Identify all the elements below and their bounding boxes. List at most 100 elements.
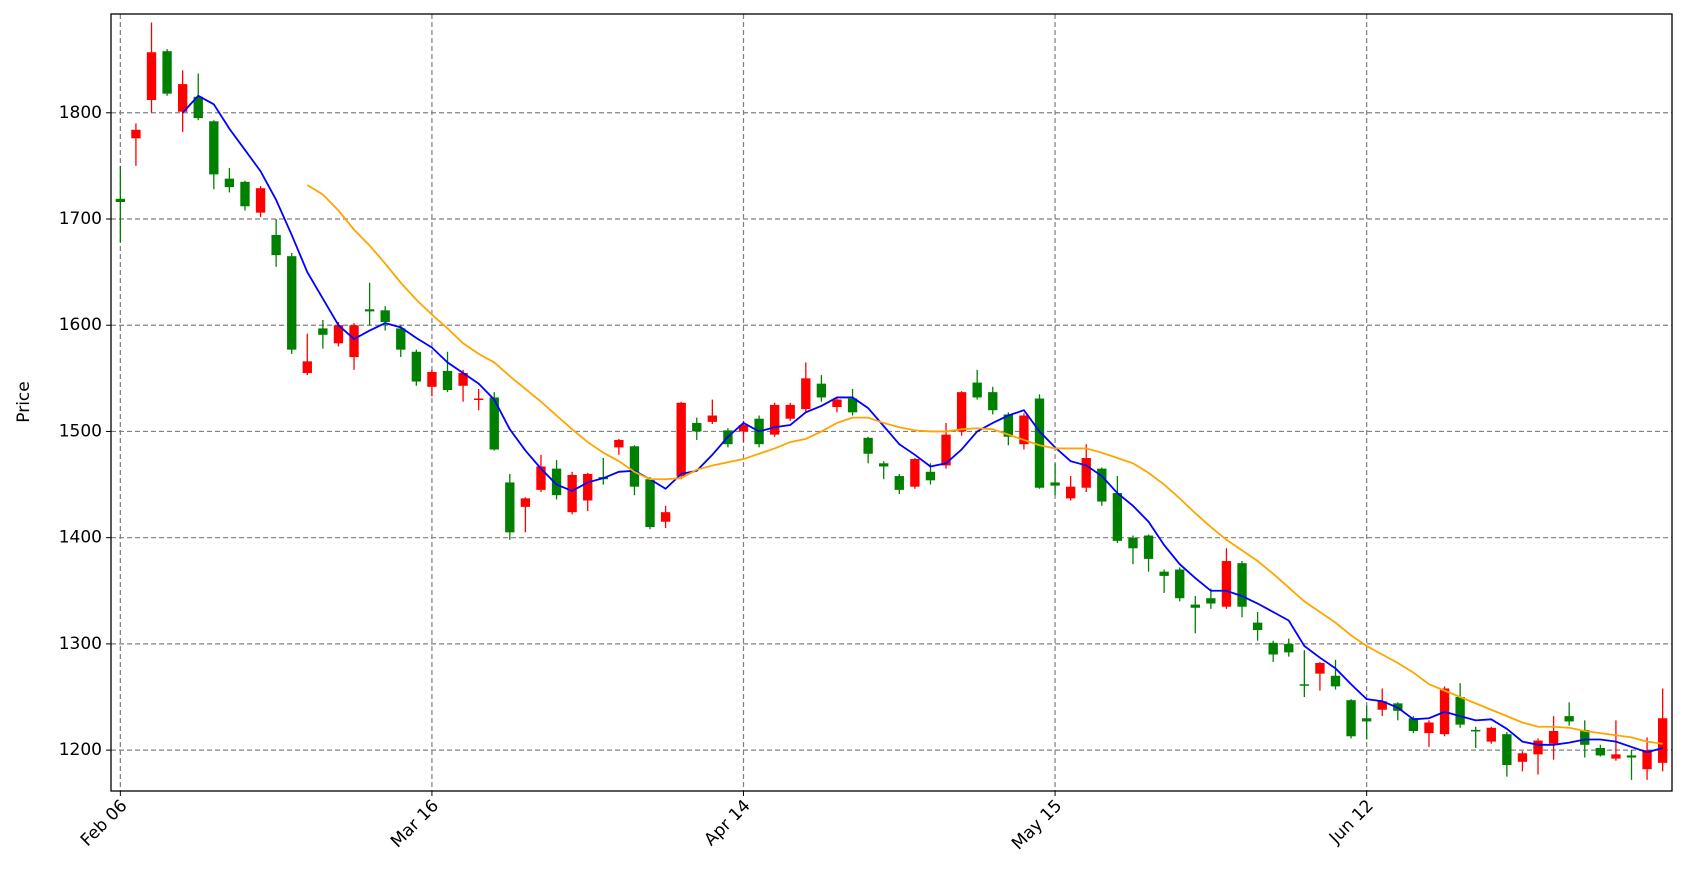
candle-body — [972, 382, 982, 398]
candle-body — [629, 446, 640, 487]
candle-body — [162, 51, 172, 94]
candle-body — [240, 181, 250, 207]
moving-average-line — [181, 94, 1663, 754]
candle-body — [1642, 750, 1652, 770]
candle-body — [349, 325, 359, 358]
candle-body — [255, 188, 266, 213]
candle-body — [676, 402, 686, 477]
candle-body — [879, 463, 889, 467]
candle-body — [115, 198, 126, 203]
candle-body — [1611, 754, 1621, 759]
candle-body — [193, 96, 203, 119]
candle-body — [1284, 643, 1294, 653]
candle-body — [224, 178, 235, 188]
candle-body — [536, 466, 546, 490]
candle-body — [1330, 675, 1341, 687]
y-tick-label: 1600 — [59, 315, 102, 335]
candle-body — [1580, 729, 1590, 745]
candle-body — [1564, 716, 1574, 722]
candle-body — [1143, 535, 1154, 559]
candle-body — [1502, 734, 1512, 765]
candle-body — [1221, 561, 1232, 607]
candle-body — [785, 404, 795, 419]
moving-average-line — [306, 184, 1663, 745]
candle-body — [1252, 622, 1263, 631]
candle-body — [1377, 701, 1387, 710]
candle-body — [988, 392, 998, 411]
candle-body — [505, 482, 515, 533]
candle-body — [1081, 458, 1091, 488]
candle-body — [287, 256, 297, 350]
candle-body — [925, 471, 936, 481]
y-tick-label: 1500 — [59, 421, 102, 441]
grid — [111, 14, 1672, 791]
candle-body — [1595, 747, 1606, 756]
candle-body — [1097, 468, 1107, 502]
candle-body — [894, 476, 904, 490]
candle-body — [583, 473, 593, 501]
candle-body — [956, 392, 967, 432]
y-tick-label: 1700 — [59, 209, 102, 229]
candle-body — [489, 397, 499, 450]
candle-body — [442, 370, 453, 391]
candle-body — [1657, 718, 1668, 763]
candle-body — [1019, 415, 1029, 445]
candle-body — [567, 474, 577, 513]
candle-body — [1065, 486, 1076, 499]
x-tick-label: Apr 14 — [701, 796, 755, 850]
candle-body — [411, 351, 422, 382]
candle-body — [1548, 730, 1559, 744]
candle-body — [1408, 718, 1419, 731]
candle-body — [910, 459, 920, 487]
candle-body — [1361, 718, 1372, 722]
candle-body — [146, 52, 157, 101]
candle-body — [1455, 696, 1465, 725]
candle-body — [769, 404, 780, 435]
candle-body — [209, 121, 219, 175]
candle-body — [816, 383, 827, 398]
candle-body — [1268, 642, 1278, 655]
candle-body — [1486, 727, 1496, 742]
y-tick-label: 1300 — [59, 634, 102, 654]
candle-body — [520, 498, 531, 507]
candle-body — [1424, 722, 1434, 734]
candle-body — [364, 309, 375, 312]
candle-body — [941, 434, 951, 466]
candle-body — [396, 328, 406, 350]
x-tick-label: Feb 06 — [77, 796, 132, 851]
x-tick-label: Mar 16 — [387, 796, 443, 852]
candle-body — [1237, 563, 1247, 607]
candle-body — [1206, 598, 1216, 604]
candle-body — [832, 399, 842, 408]
candle-body — [1626, 755, 1637, 758]
candle-body — [177, 84, 188, 112]
candle-body — [1175, 569, 1185, 599]
y-axis-label: Price — [14, 381, 34, 422]
candle-body — [801, 378, 811, 410]
candle-body — [473, 398, 484, 401]
candle-body — [1159, 571, 1169, 576]
candle-body — [302, 361, 312, 374]
candle-body — [1533, 740, 1543, 755]
y-tick-label: 1200 — [59, 740, 102, 760]
candles — [115, 22, 1668, 780]
candle-body — [660, 512, 671, 522]
candle-body — [551, 468, 562, 496]
candle-body — [131, 129, 141, 139]
candle-body — [1112, 493, 1123, 541]
candle-body — [1517, 753, 1528, 762]
x-tick-label: May 15 — [1008, 796, 1066, 854]
candle-body — [847, 398, 858, 413]
candle-body — [1050, 482, 1060, 486]
candle-body — [333, 325, 344, 344]
candle-body — [1299, 684, 1310, 686]
candle-body — [645, 479, 655, 528]
candle-body — [1190, 604, 1200, 608]
y-tick-label: 1400 — [59, 528, 102, 548]
candle-body — [271, 234, 281, 256]
candle-body — [1346, 700, 1356, 737]
candle-body — [692, 422, 702, 432]
candle-body — [380, 310, 390, 323]
candle-body — [1471, 729, 1481, 732]
